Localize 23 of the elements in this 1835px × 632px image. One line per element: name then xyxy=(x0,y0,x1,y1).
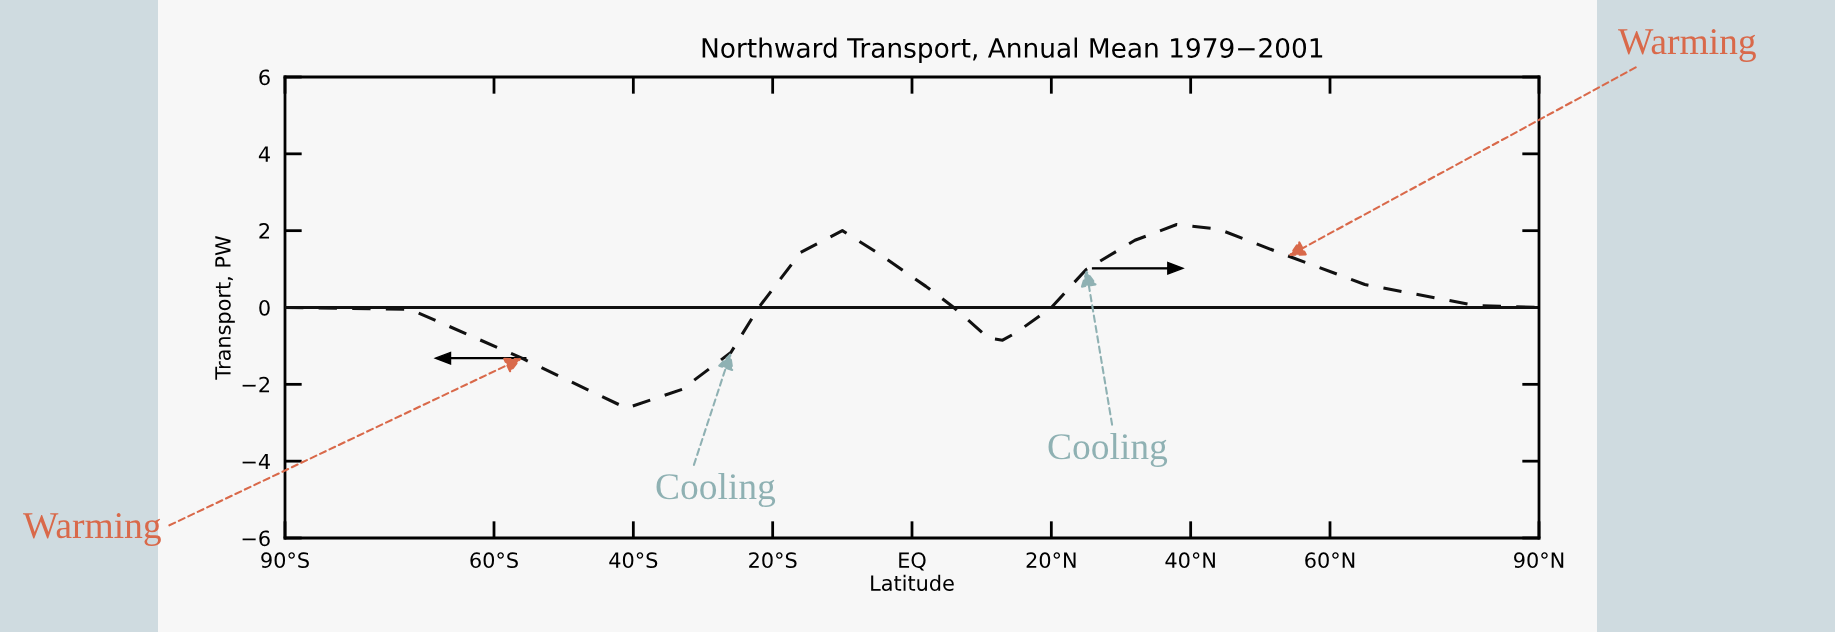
x-tick-label: 60°S xyxy=(470,552,518,569)
annotation: Cooling xyxy=(656,472,776,508)
y-tick-label: 4 xyxy=(258,146,270,162)
x-tick-label: 60°N xyxy=(1305,552,1355,569)
x-tick-label: 90°S xyxy=(261,552,309,569)
y-tick-label: 2 xyxy=(259,223,270,239)
chart-title: Northward Transport, Annual Mean 1979−2001 xyxy=(702,37,1323,64)
y-tick-label: 6 xyxy=(259,69,270,86)
x-tick-label: EQ xyxy=(899,552,926,571)
x-tick-label: 40°N xyxy=(1165,552,1215,569)
y-tick-label: 0 xyxy=(259,299,270,316)
y-tick-label: −2 xyxy=(242,376,270,393)
x-tick-label: 40°S xyxy=(609,552,658,569)
x-tick-label: 20°S xyxy=(749,552,797,569)
annotation: Cooling xyxy=(1048,432,1168,468)
y-tick-label: −6 xyxy=(242,530,270,547)
y-axis-title: Transport, PW xyxy=(215,236,235,380)
x-tick-label: 90°N xyxy=(1514,552,1564,569)
annotation: Warming xyxy=(23,513,161,546)
annotation: Warming xyxy=(1618,29,1756,62)
x-axis-title: Latitude xyxy=(871,574,954,591)
y-tick-label: −4 xyxy=(242,453,270,470)
x-tick-label: 20°N xyxy=(1026,552,1076,569)
